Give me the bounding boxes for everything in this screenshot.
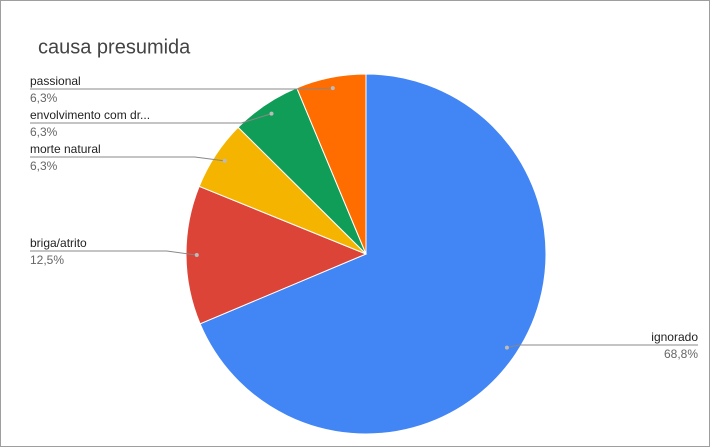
label-value: 6,3% [30, 91, 58, 105]
label-value: 6,3% [30, 125, 58, 139]
label-name: envolvimento com dr... [30, 108, 150, 122]
pie-slice [296, 73, 367, 255]
leader-dot [269, 111, 274, 116]
chart-title: causa presumida [38, 36, 191, 58]
leader-dot [194, 253, 199, 258]
label-value: 68,8% [664, 347, 698, 361]
label-name: briga/atrito [30, 236, 87, 250]
label-name: ignorado [651, 330, 698, 344]
leader-dot [222, 158, 227, 163]
label-name: passional [30, 74, 81, 88]
label-value: 6,3% [30, 159, 58, 173]
leader-line [30, 87, 333, 90]
leader-line [506, 344, 698, 349]
leader-line [30, 156, 225, 162]
leader-dot [504, 345, 509, 350]
leader-line [30, 250, 197, 256]
leader-dot [330, 86, 335, 91]
label-name: morte natural [30, 142, 101, 156]
label-value: 12,5% [30, 253, 64, 267]
pie-slice [199, 73, 547, 435]
pie-slice [185, 185, 368, 325]
leader-line [30, 113, 272, 124]
